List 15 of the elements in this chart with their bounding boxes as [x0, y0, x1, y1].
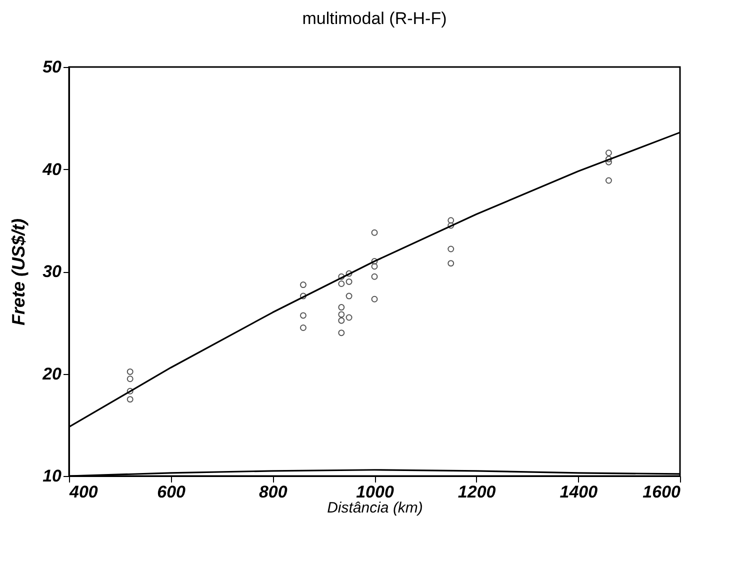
x-tick-label: 400: [68, 482, 98, 502]
y-tick-label: 40: [42, 160, 62, 179]
x-tick-label: 1400: [560, 482, 598, 502]
x-tick-label: 1200: [458, 482, 496, 502]
x-axis-title: Distância (km): [327, 500, 423, 516]
x-tick-label: 800: [258, 482, 288, 502]
y-axis-title: Frete (US$/t): [8, 218, 29, 326]
y-tick-label: 20: [42, 364, 62, 384]
x-tick-label: 1600: [642, 482, 682, 502]
y-tick-label: 50: [42, 58, 62, 76]
y-tick-label: 10: [42, 466, 62, 486]
y-tick-label: 30: [42, 262, 62, 281]
x-tick-label: 1000: [356, 482, 394, 502]
chart-title: multimodal (R-H-F): [302, 9, 447, 28]
x-tick-label: 600: [157, 482, 186, 502]
